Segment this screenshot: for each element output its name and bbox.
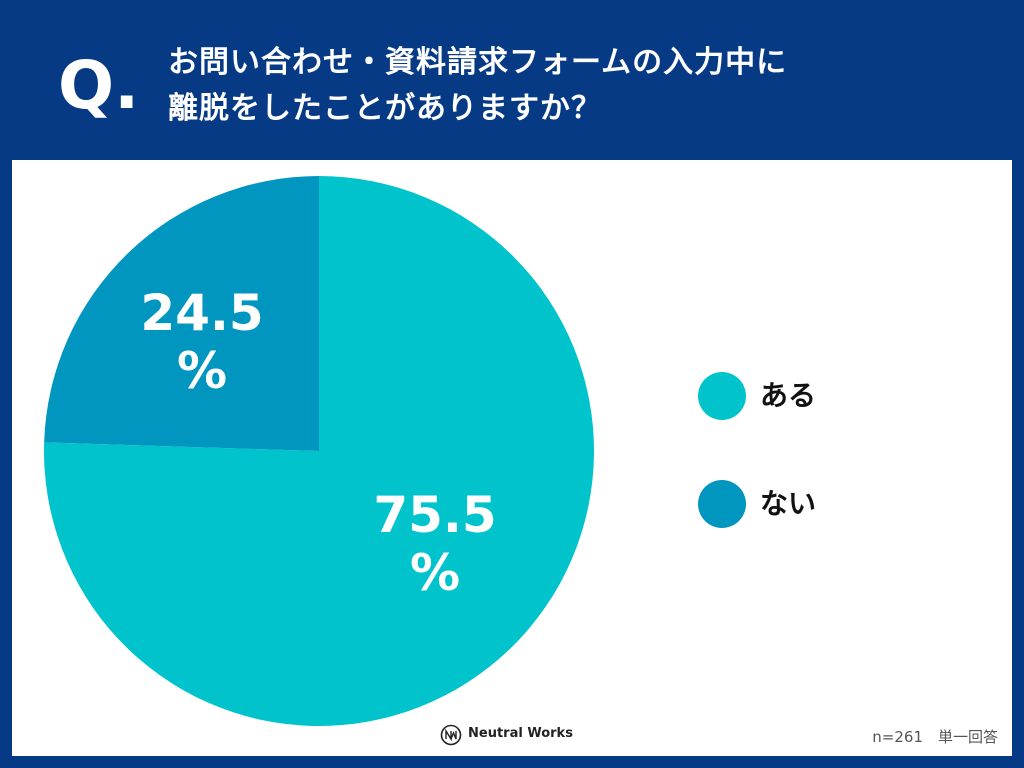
header: Q. お問い合わせ・資料請求フォームの入力中に 離脱をしたことがありますか？ xyxy=(0,0,1024,160)
pie-chart: 75.5%24.5% xyxy=(43,176,594,726)
question-line-1: お問い合わせ・資料請求フォームの入力中に xyxy=(168,45,788,80)
legend-label-nai: ない xyxy=(760,487,817,520)
question-line-2: 離脱をしたことがありますか？ xyxy=(168,91,602,126)
legend-label-aru: ある xyxy=(760,379,817,412)
slice-label-aru-value: 75.5 xyxy=(373,486,496,544)
legend-swatch-nai xyxy=(698,480,746,528)
legend-swatch-aru xyxy=(698,372,746,420)
pie-slice-nai xyxy=(44,176,320,451)
slice-label-nai-unit: % xyxy=(177,342,227,400)
neutral-works-logo-icon xyxy=(440,724,462,746)
sample-size-note: n=261 単一回答 xyxy=(872,728,998,746)
slice-label-nai-value: 24.5 xyxy=(140,284,263,342)
chart-panel: 75.5% 24.5% ある ない Neutral Works n=261 単一回… xyxy=(12,160,1012,756)
slice-label-aru-unit: % xyxy=(410,544,460,602)
brand-name: Neutral Works xyxy=(468,726,573,741)
pie-slice-aru xyxy=(43,176,594,726)
question-mark-label: Q. xyxy=(58,47,140,124)
question-text: お問い合わせ・資料請求フォームの入力中に 離脱をしたことがありますか？ xyxy=(168,40,787,132)
